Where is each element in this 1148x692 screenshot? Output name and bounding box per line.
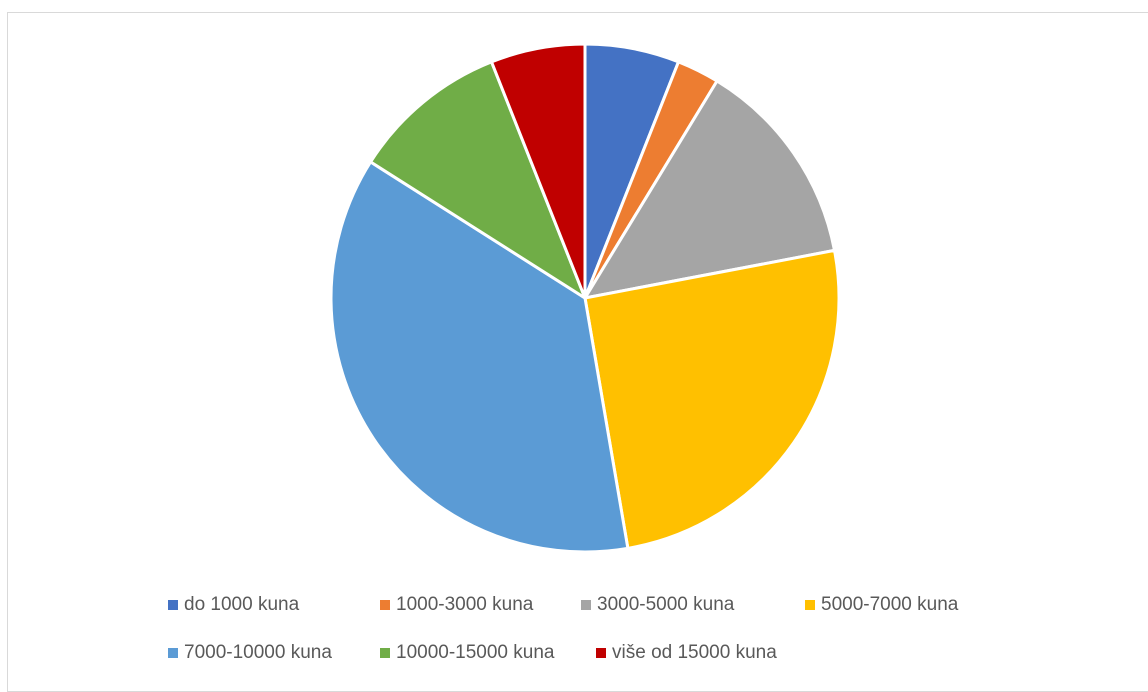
pie-slice-7000-10000-kuna xyxy=(329,160,630,554)
pie-slices xyxy=(329,42,841,554)
chart-legend: do 1000 kuna 1000-3000 kuna 3000-5000 ku… xyxy=(150,592,1030,668)
legend-swatch xyxy=(168,600,178,610)
legend-swatch xyxy=(168,648,178,658)
pie-slice-3000-5000-kuna xyxy=(583,79,836,300)
legend-item-7000-10000: 7000-10000 kuna xyxy=(168,642,332,664)
pie-slice-10000-15000-kuna xyxy=(369,60,587,300)
legend-swatch xyxy=(805,600,815,610)
legend-item-do-1000: do 1000 kuna xyxy=(168,594,299,616)
legend-label: 3000-5000 kuna xyxy=(597,594,735,615)
legend-swatch xyxy=(380,648,390,658)
legend-item-10000-15000: 10000-15000 kuna xyxy=(380,642,554,664)
legend-label: 7000-10000 kuna xyxy=(184,642,332,663)
legend-label: više od 15000 kuna xyxy=(612,642,777,663)
legend-item-vise-od-15000: više od 15000 kuna xyxy=(596,642,777,664)
legend-label: 10000-15000 kuna xyxy=(396,642,555,663)
legend-swatch xyxy=(596,648,606,658)
legend-item-1000-3000: 1000-3000 kuna xyxy=(380,594,533,616)
legend-label: do 1000 kuna xyxy=(184,594,300,615)
pie-chart xyxy=(329,42,841,554)
legend-item-3000-5000: 3000-5000 kuna xyxy=(581,594,734,616)
legend-swatch xyxy=(380,600,390,610)
pie-slice-5000-7000-kuna xyxy=(583,248,841,550)
legend-label: 5000-7000 kuna xyxy=(821,594,959,615)
legend-label: 1000-3000 kuna xyxy=(396,594,534,615)
pie-slice-vise-od-15000-kuna xyxy=(490,42,587,300)
legend-item-5000-7000: 5000-7000 kuna xyxy=(805,594,958,616)
legend-swatch xyxy=(581,600,591,610)
